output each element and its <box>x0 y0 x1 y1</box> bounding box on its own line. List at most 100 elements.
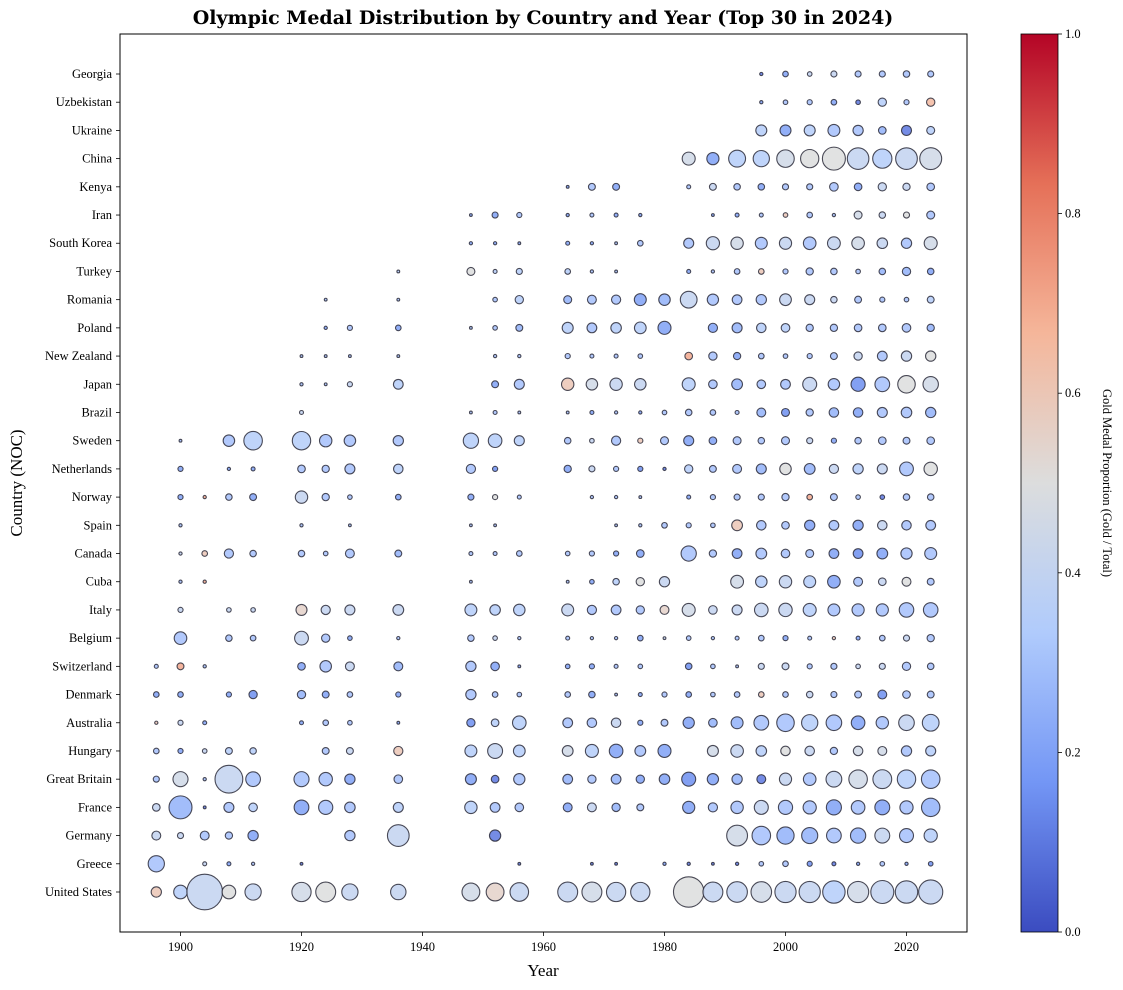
medal-point <box>201 748 208 754</box>
medal-point <box>293 771 310 788</box>
medal-point <box>346 324 354 331</box>
x-tick-label: 1960 <box>531 940 556 954</box>
medal-point <box>635 605 645 615</box>
x-tick-label: 1980 <box>652 940 677 954</box>
colorbar-tick-label: 0.4 <box>1065 566 1081 580</box>
medal-point <box>899 461 914 477</box>
medal-point <box>344 661 355 672</box>
y-tick-label: Switzerland <box>52 659 112 673</box>
medal-point <box>589 494 595 500</box>
medal-point <box>878 211 887 219</box>
medal-point <box>635 549 645 558</box>
medal-point <box>468 579 473 584</box>
medal-point <box>299 354 304 359</box>
medal-point <box>686 494 692 500</box>
medal-point <box>202 805 207 810</box>
medal-point <box>610 717 622 729</box>
medal-point <box>708 549 718 558</box>
medal-point <box>614 269 619 274</box>
medal-point <box>755 463 767 475</box>
medal-point <box>902 182 911 192</box>
medal-point <box>561 745 574 757</box>
medal-point <box>321 464 330 474</box>
y-axis-label: Country (NOC) <box>7 429 26 536</box>
medal-point <box>492 268 498 274</box>
medal-point <box>877 577 887 587</box>
medal-point <box>637 663 644 670</box>
medal-point <box>708 182 717 191</box>
medal-point <box>902 690 911 699</box>
y-tick-label: Denmark <box>65 688 112 702</box>
medal-point <box>610 294 622 305</box>
medal-point <box>708 436 718 446</box>
medal-point <box>804 519 816 532</box>
y-tick-label: Netherlands <box>52 462 113 476</box>
medal-point <box>588 465 596 473</box>
medal-point <box>613 410 619 415</box>
medal-point <box>461 882 481 902</box>
medal-point <box>781 183 790 191</box>
medal-point <box>248 689 258 700</box>
medal-point <box>323 382 328 387</box>
medal-point <box>177 493 184 501</box>
medal-point <box>489 801 501 813</box>
medal-point <box>225 493 233 501</box>
medal-point <box>782 268 789 275</box>
medal-point <box>151 803 161 812</box>
medal-point <box>730 744 744 758</box>
medal-point <box>779 462 792 476</box>
medal-point <box>173 631 188 645</box>
medal-point <box>347 523 352 528</box>
medal-point <box>900 124 913 136</box>
medal-point <box>393 745 404 757</box>
medal-point <box>852 124 864 137</box>
medal-point <box>755 745 768 757</box>
medal-point <box>757 634 765 642</box>
medal-point <box>322 550 329 557</box>
medal-point <box>345 746 354 755</box>
medal-point <box>685 635 692 641</box>
medal-point <box>393 463 404 475</box>
medal-point <box>509 882 530 902</box>
medal-point <box>662 861 667 866</box>
medal-point <box>829 323 839 333</box>
medal-point <box>756 407 767 418</box>
medal-point <box>750 881 773 903</box>
medal-point <box>782 99 789 106</box>
medal-point <box>393 774 404 785</box>
medal-point <box>876 547 889 560</box>
medal-point <box>707 322 719 334</box>
medal-point <box>608 743 624 759</box>
medal-point <box>825 770 843 788</box>
medal-point <box>759 71 764 77</box>
medal-point <box>586 294 597 305</box>
y-tick-label: Great Britain <box>46 772 112 786</box>
medal-point <box>830 70 838 78</box>
medal-point <box>565 635 571 641</box>
medal-point <box>920 769 941 789</box>
medal-point <box>708 379 718 390</box>
medal-point <box>513 772 526 786</box>
medal-point <box>564 691 572 698</box>
medal-point <box>903 296 910 303</box>
medal-point <box>730 800 744 815</box>
medal-point <box>919 147 943 171</box>
medal-point <box>464 603 478 617</box>
medal-point <box>681 377 696 392</box>
medal-point <box>877 126 887 135</box>
medal-point <box>776 149 795 168</box>
medal-point <box>683 237 695 249</box>
medal-point <box>756 774 767 785</box>
medal-point <box>876 463 888 475</box>
medal-point <box>344 801 356 814</box>
medal-point <box>394 493 402 501</box>
medal-point <box>610 322 622 334</box>
colorbar-label: Gold Medal Proportion (Gold / Total) <box>1100 389 1114 577</box>
medal-point <box>346 381 354 388</box>
medal-point <box>830 98 838 106</box>
medal-point <box>825 827 842 844</box>
y-tick-label: Greece <box>77 857 113 871</box>
medal-point <box>638 410 643 415</box>
medal-point <box>827 574 841 589</box>
medal-point <box>757 352 765 360</box>
